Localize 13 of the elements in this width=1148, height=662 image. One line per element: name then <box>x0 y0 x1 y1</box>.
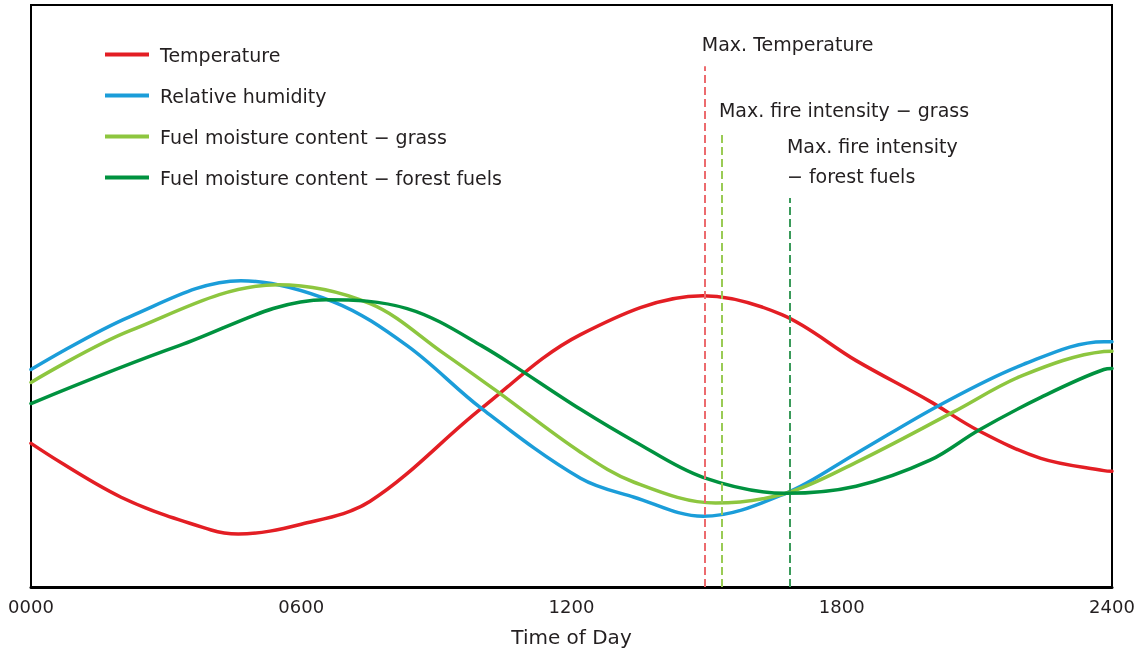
x-tick-label: 0000 <box>8 595 54 617</box>
x-axis-title: Time of Day <box>510 625 632 649</box>
ref-line-label: Max. fire intensity − forest fuels <box>786 134 958 187</box>
x-tick-label: 1200 <box>548 595 595 617</box>
ref-line-label: Max. Temperature <box>701 33 874 56</box>
legend-label: Relative humidity <box>160 84 327 107</box>
legend-label: Temperature <box>159 43 281 66</box>
x-tick-label: 1800 <box>818 595 865 617</box>
x-tick-label: 0600 <box>278 595 325 617</box>
legend-label: Fuel moisture content − grass <box>160 125 447 148</box>
legend-label: Fuel moisture content − forest fuels <box>160 166 502 189</box>
ref-line-label: Max. fire intensity − grass <box>718 99 970 122</box>
x-tick-label: 2400 <box>1089 595 1135 617</box>
